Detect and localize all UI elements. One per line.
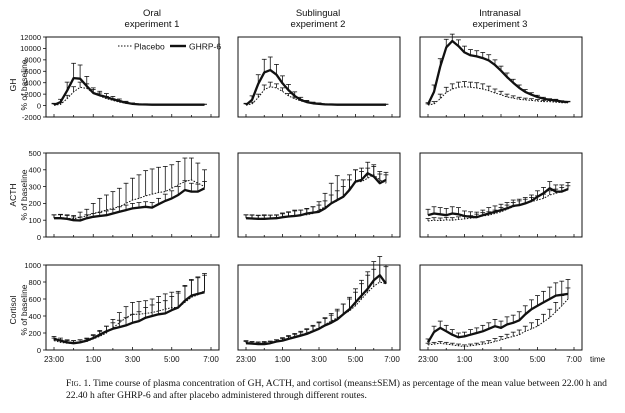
x-tick-label: 3:00 [311, 355, 327, 364]
y-tick-label: 0 [37, 233, 41, 242]
panel-gh-1: -2000 0 2000 4000 6000 8000 10000 12000 [20, 33, 220, 122]
caption-text: Time course of plasma concentration of G… [66, 378, 607, 401]
series-line-placebo [427, 86, 568, 106]
y-tick-label: 400 [28, 312, 41, 321]
y-tick-label: 600 [28, 295, 41, 304]
series-line-ghrp6 [245, 172, 387, 221]
row-ylabel-cortisol: % of baseline [19, 284, 29, 335]
figure-caption: Fig. 1. Time course of plasma concentrat… [66, 378, 614, 402]
x-tick-label: 23:00 [418, 355, 439, 364]
y-tick-label: 12000 [20, 33, 41, 42]
y-tick-label: 200 [28, 329, 41, 338]
x-tick-label: 1:00 [85, 355, 101, 364]
row-ylabel-acth: % of baseline [19, 169, 29, 220]
series-line-ghrp6 [426, 39, 569, 105]
y-tick-label: 10000 [20, 44, 41, 53]
y-tick-label: 500 [28, 149, 41, 158]
column-headers: Oral experiment 1 Sublingual experiment … [125, 8, 528, 30]
x-tick-label: 1:00 [457, 355, 473, 364]
panel-frame [419, 36, 583, 118]
x-tick-label: 5:00 [164, 355, 180, 364]
x-tick-label: 5:00 [348, 355, 364, 364]
series-line-ghrp6 [53, 76, 205, 107]
col-header-route-2: Sublingual [296, 8, 340, 19]
col-header-exp-2: experiment 2 [291, 19, 346, 30]
panels: -200002000400060008000100001200001002003… [20, 33, 606, 364]
panel-acth-1: 0 100 200 300 400 500 [28, 149, 220, 242]
y-tick-label: 100 [28, 216, 41, 225]
series-line-placebo [53, 179, 205, 220]
legend-ghrp6-label: GHRP-6 [189, 42, 221, 52]
series-line-ghrp6 [427, 292, 569, 343]
series-line-ghrp6 [54, 187, 206, 222]
panel-cortisol-1: 0 200 400 600 800 1000 23:00 1:00 3:00 5:00 7:00 [24, 261, 220, 364]
series-line-ghrp6 [245, 68, 386, 106]
y-tick-label: 400 [28, 166, 41, 175]
row-label-cortisol: Cortisol [8, 295, 18, 324]
col-header-route-1: Oral [143, 8, 161, 19]
series-line-placebo [245, 86, 386, 106]
y-tick-label: 4000 [24, 79, 41, 88]
x-axis-label: time [590, 355, 606, 364]
x-tick-label: 23:00 [236, 355, 257, 364]
series-line-placebo [53, 290, 205, 344]
series-line-ghrp6 [427, 187, 569, 219]
x-tick-label: 23:00 [44, 355, 65, 364]
figure: Oral experiment 1 Sublingual experiment … [8, 8, 606, 364]
panel-gh-2 [237, 36, 401, 118]
col-header-exp-1: experiment 1 [125, 19, 180, 30]
x-tick-label: 1:00 [275, 355, 291, 364]
y-tick-label: 800 [28, 278, 41, 287]
y-tick-label: 6000 [24, 67, 41, 76]
row-label-gh: GH [8, 79, 18, 92]
col-header-route-3: Intranasal [479, 8, 521, 19]
panel-frame [419, 152, 583, 238]
x-tick-label: 3:00 [125, 355, 141, 364]
series-line-placebo [427, 189, 569, 222]
panel-frame [237, 152, 401, 238]
panel-acth-3 [419, 152, 583, 238]
y-tick-label: 2000 [24, 90, 41, 99]
x-tick-label: 3:00 [493, 355, 509, 364]
panel-cortisol-3: 23:00 1:00 3:00 5:00 7:00 time [418, 264, 606, 364]
row-labels: GH % of baseline ACTH % of baseline Cort… [8, 59, 29, 335]
x-tick-label: 7:00 [384, 355, 400, 364]
y-tick-label: 200 [28, 199, 41, 208]
legend: Placebo GHRP-6 [118, 42, 221, 52]
series-line-ghrp6 [53, 291, 205, 345]
row-label-acth: ACTH [8, 183, 18, 206]
x-tick-label: 7:00 [566, 355, 582, 364]
y-tick-label: 0 [37, 346, 41, 355]
x-tick-label: 7:00 [203, 355, 219, 364]
caption-label: Fig. 1. [66, 378, 91, 389]
row-ylabel-gh: % of baseline [19, 59, 29, 110]
panel-gh-3 [419, 33, 583, 118]
y-tick-label: 8000 [24, 56, 41, 65]
panel-acth-2 [237, 152, 401, 238]
x-tick-label: 5:00 [530, 355, 546, 364]
y-tick-label: 0 [37, 101, 41, 110]
y-tick-label: -2000 [22, 113, 41, 122]
y-tick-label: 300 [28, 182, 41, 191]
legend-placebo-label: Placebo [134, 42, 165, 52]
panel-cortisol-2: 23:00 1:00 3:00 5:00 7:00 [236, 256, 401, 364]
series-line-placebo [427, 298, 569, 348]
series-line-ghrp6 [245, 274, 387, 346]
col-header-exp-3: experiment 3 [473, 19, 528, 30]
y-tick-label: 1000 [24, 261, 41, 270]
